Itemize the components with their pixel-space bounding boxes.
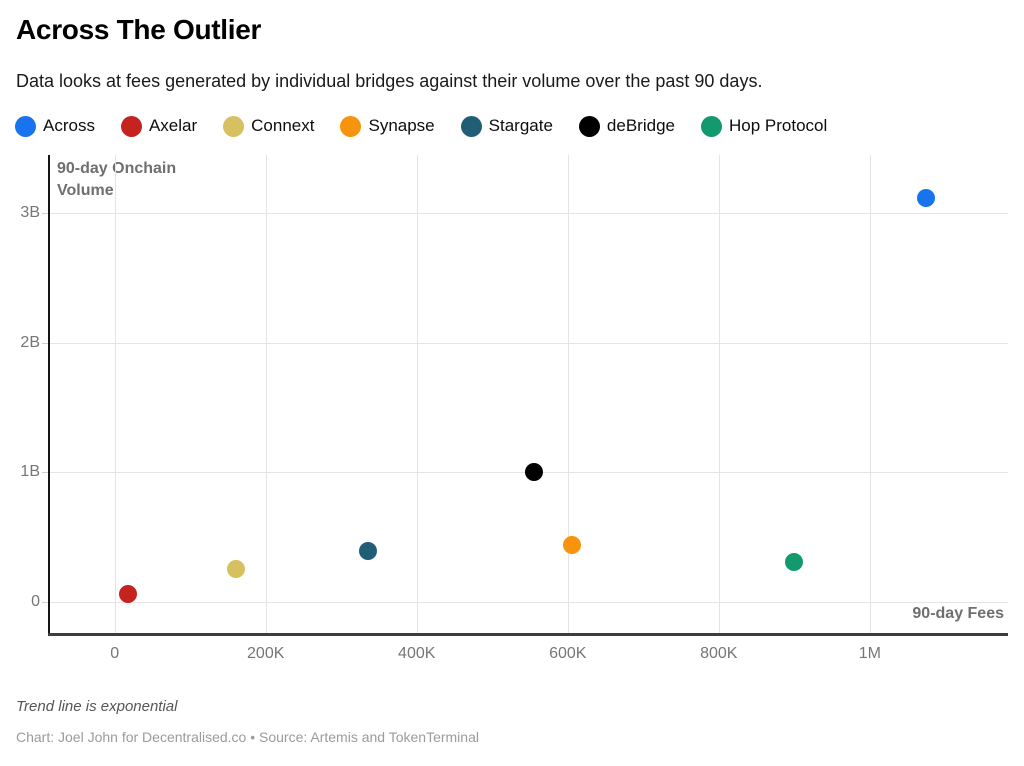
x-tick-label: 400K xyxy=(398,645,436,662)
y-gridline xyxy=(49,342,1008,344)
y-tick-label: 2B xyxy=(20,333,40,351)
legend-dot-icon xyxy=(223,115,245,137)
chart-legend: Across Axelar Connext Synapse Stargate deBrid… xyxy=(15,112,827,140)
data-point-debridge[interactable] xyxy=(524,463,543,482)
data-point-stargate[interactable] xyxy=(358,542,377,561)
y-axis-title: 90-day Onchain Volume xyxy=(57,160,177,199)
legend-item-synapse: Synapse xyxy=(340,115,435,137)
x-gridline xyxy=(416,155,418,634)
legend-dot-icon xyxy=(460,115,482,137)
legend-item-connext: Connext xyxy=(223,115,315,137)
legend-dot-icon xyxy=(578,115,600,137)
trendline-note: Trend line is exponential xyxy=(16,698,178,715)
legend-dot-icon xyxy=(15,115,36,137)
data-point-across[interactable] xyxy=(917,188,936,207)
x-gridline xyxy=(265,155,267,634)
legend-item-across: Across xyxy=(15,115,95,137)
x-tick-label: 1M xyxy=(858,645,881,662)
legend-dot-icon xyxy=(340,115,362,137)
y-tick-label: 1B xyxy=(20,463,40,481)
legend-label: Across xyxy=(43,116,95,135)
data-point-synapse[interactable] xyxy=(562,535,581,554)
x-tick-label: 0 xyxy=(110,645,120,662)
y-gridline xyxy=(49,213,1008,215)
x-gridline xyxy=(869,155,871,634)
data-point-connext[interactable] xyxy=(226,560,245,579)
x-gridline xyxy=(114,155,116,634)
legend-label: Synapse xyxy=(368,116,435,135)
legend-label: Axelar xyxy=(148,116,198,135)
legend-item-hop-protocol: Hop Protocol xyxy=(700,115,828,137)
y-gridline xyxy=(49,601,1008,603)
legend-label: deBridge xyxy=(606,116,675,135)
chart-credit: Chart: Joel John for Decentralised.co • … xyxy=(16,729,479,745)
x-tick-label: 800K xyxy=(700,645,738,662)
legend-dot-icon xyxy=(700,115,722,137)
x-gridline xyxy=(567,155,569,634)
y-tick-mark xyxy=(42,342,49,344)
y-tick-mark xyxy=(42,472,49,474)
y-tick-label: 0 xyxy=(31,592,40,610)
x-axis-line xyxy=(48,633,1008,636)
legend-label: Stargate xyxy=(488,116,553,135)
data-point-hop-protocol[interactable] xyxy=(785,552,804,571)
y-tick-mark xyxy=(42,601,49,603)
legend-label: Connext xyxy=(251,116,315,135)
x-gridline xyxy=(718,155,720,634)
page-title: Across The Outlier xyxy=(16,14,262,45)
legend-dot-icon xyxy=(120,115,142,137)
legend-item-debridge: deBridge xyxy=(578,115,675,137)
y-tick-label: 3B xyxy=(20,204,40,222)
x-tick-label: 600K xyxy=(549,645,587,662)
data-point-axelar[interactable] xyxy=(118,584,137,603)
x-tick-label: 200K xyxy=(247,645,285,662)
y-axis-line xyxy=(48,155,50,634)
legend-item-stargate: Stargate xyxy=(460,115,553,137)
x-axis-title: 90-day Fees xyxy=(912,605,1004,622)
chart-subtitle: Data looks at fees generated by individu… xyxy=(16,71,763,91)
legend-item-axelar: Axelar xyxy=(120,115,198,137)
legend-label: Hop Protocol xyxy=(728,116,828,135)
y-tick-mark xyxy=(42,213,49,215)
